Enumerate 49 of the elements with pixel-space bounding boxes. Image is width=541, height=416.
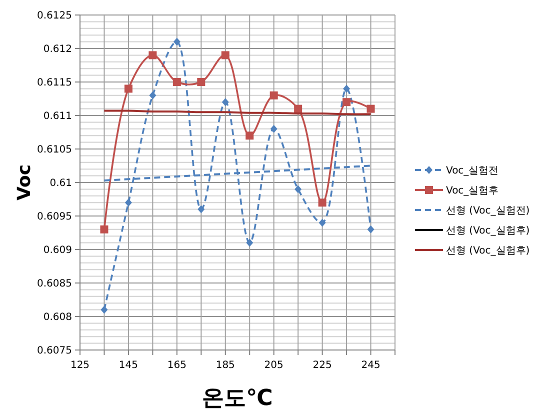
- x-tick-label: 165: [167, 360, 186, 371]
- y-tick-label: 0.611: [43, 111, 72, 122]
- legend-label: Voc_실험전: [446, 166, 499, 176]
- point: [172, 78, 181, 86]
- legend-label: 선형 (Voc_실험전): [446, 206, 530, 216]
- y-tick-label: 0.61: [50, 178, 72, 189]
- point: [246, 132, 254, 140]
- point: [366, 104, 375, 113]
- y-tick-label: 0.6105: [37, 144, 72, 156]
- point: [294, 104, 302, 113]
- point: [149, 91, 156, 100]
- y-tick-label: 0.6125: [37, 10, 72, 22]
- legend-label: Voc_실험후: [446, 186, 499, 196]
- x-tick-label: 125: [70, 360, 90, 371]
- point: [124, 198, 132, 207]
- x-tick-label: 225: [312, 360, 332, 371]
- point: [318, 218, 326, 227]
- point: [221, 51, 230, 60]
- y-axis-title: Voc: [14, 164, 35, 200]
- y-tick-label: 0.6095: [37, 212, 72, 222]
- point: [173, 38, 180, 46]
- y-tick-label: 0.6115: [37, 78, 72, 88]
- y-tick-label: 0.612: [43, 44, 72, 55]
- point: [367, 225, 374, 234]
- legend-label: 선형 (Voc_실험후): [446, 246, 530, 256]
- point: [124, 84, 132, 93]
- point: [270, 91, 278, 100]
- x-tick-label: 145: [118, 360, 138, 371]
- y-tick-label: 0.609: [43, 245, 72, 256]
- point: [343, 84, 350, 93]
- point: [148, 51, 157, 60]
- y-tick-label: 0.608: [43, 312, 72, 323]
- x-tick-label: 185: [216, 360, 235, 371]
- point: [197, 78, 206, 86]
- x-axis-title: 온도℃: [202, 386, 273, 411]
- y-tick-label: 0.6075: [37, 346, 72, 356]
- point: [198, 205, 205, 214]
- point: [246, 238, 254, 247]
- point: [270, 124, 278, 133]
- point: [294, 185, 302, 194]
- point: [342, 98, 351, 106]
- point: [318, 198, 326, 207]
- point: [100, 306, 108, 314]
- x-tick-label: 205: [264, 360, 284, 371]
- legend-label: 선형 (Voc_실험후): [446, 226, 530, 236]
- y-tick-label: 0.6085: [37, 278, 72, 290]
- point: [100, 225, 108, 234]
- x-tick-label: 245: [361, 360, 380, 371]
- point: [222, 98, 229, 106]
